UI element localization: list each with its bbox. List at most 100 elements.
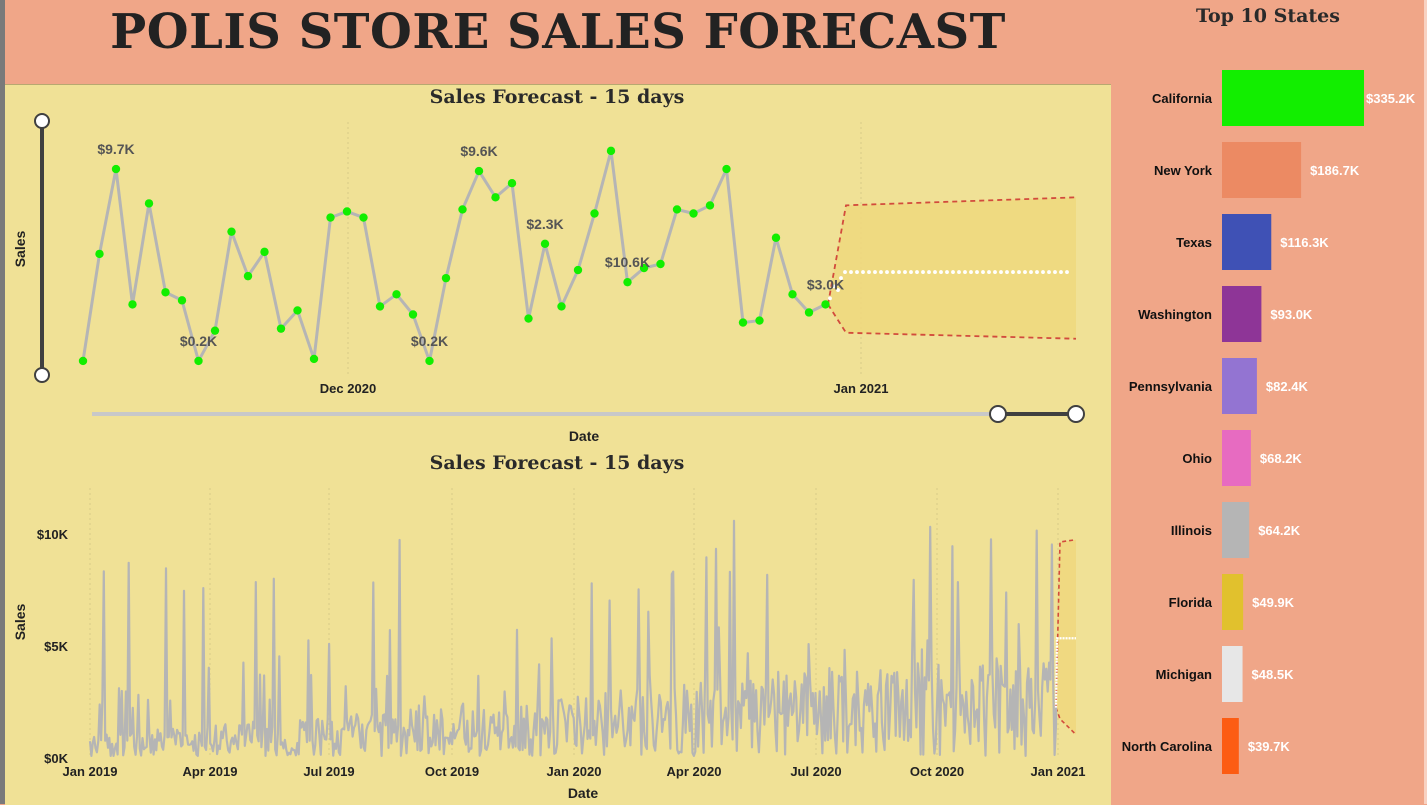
chart1-data-point — [771, 233, 781, 242]
chart2-y-tick-5k: $5K — [44, 639, 68, 654]
chart1-data-point — [639, 263, 649, 273]
state-label: Illinois — [1171, 523, 1212, 538]
chart2-series-line — [88, 519, 1058, 758]
left-edge — [0, 0, 5, 804]
chart1-x-tick-jan2021: Jan 2021 — [834, 381, 889, 396]
chart1-data-point — [441, 273, 451, 283]
chart1-data-point — [309, 354, 319, 364]
chart2-x-tick: Oct 2020 — [910, 764, 964, 779]
chart1-forecast-point — [939, 270, 943, 274]
header: POLIS STORE SALES FORECAST — [5, 0, 1111, 84]
panel-edge — [1424, 0, 1427, 804]
chart1-forecast-lower-bound — [827, 303, 1077, 340]
chart1-data-point — [689, 209, 698, 218]
chart1-forecast-point — [849, 270, 853, 274]
chart2-x-axis-label: Date — [568, 785, 599, 801]
state-value-label: $82.4K — [1266, 379, 1309, 394]
chart2-y-axis-label: Sales — [12, 603, 28, 640]
chart1: Sales Forecast - 15 days $9.7K $0.2K $9.6K… — [12, 86, 1085, 444]
chart1-data-point — [606, 146, 616, 156]
chart1-forecast-point — [855, 270, 859, 274]
chart1-title: Sales Forecast - 15 days — [430, 86, 685, 108]
x-zoom-handle-left[interactable] — [989, 405, 1007, 423]
state-label: North Carolina — [1122, 739, 1213, 754]
chart1-data-point — [111, 164, 121, 174]
chart1-forecast-point — [915, 270, 919, 274]
chart3: Top 10 States California $335.2K New York $… — [1122, 5, 1416, 774]
state-value-label: $93.0K — [1270, 307, 1313, 322]
chart1-forecast-point — [1059, 270, 1063, 274]
top-states-panel — [1112, 0, 1427, 804]
chart1-forecast-point — [1023, 270, 1027, 274]
chart2-x-tick: Jul 2019 — [303, 764, 354, 779]
state-value-label: $68.2K — [1260, 451, 1303, 466]
chart1-data-point — [342, 207, 352, 216]
chart1-forecast-point — [839, 276, 843, 280]
chart1-forecast-point — [1053, 270, 1057, 274]
chart1-data-point — [458, 205, 467, 214]
state-bar — [1222, 286, 1262, 342]
state-label: New York — [1154, 163, 1213, 178]
chart1-data-point — [293, 306, 302, 315]
chart1-forecast-point — [975, 270, 979, 274]
chart1-data-point — [359, 213, 368, 222]
chart1-forecast-point — [969, 270, 973, 274]
y-zoom-handle-top[interactable] — [34, 113, 50, 129]
state-bar — [1222, 502, 1250, 558]
state-value-label: $39.7K — [1248, 739, 1291, 754]
chart1-forecast-point — [891, 270, 895, 274]
chart1-forecast-point — [1035, 270, 1039, 274]
chart1-forecast-upper-bound — [827, 196, 1077, 305]
state-bar — [1222, 646, 1243, 702]
chart1-data-point — [755, 316, 764, 325]
state-bar — [1222, 574, 1244, 630]
chart1-data-point — [425, 356, 434, 366]
x-zoom-handle-right[interactable] — [1067, 405, 1085, 423]
chart1-data-label: $0.2K — [180, 333, 217, 349]
chart1-data-point — [656, 259, 665, 269]
chart1-forecast-point — [885, 270, 889, 274]
state-value-label: $186.7K — [1310, 163, 1360, 178]
chart1-forecast-point — [843, 270, 847, 274]
chart2-x-tick: Jan 2021 — [1031, 764, 1086, 779]
chart1-data-point — [194, 356, 203, 366]
chart1-forecast-point — [879, 270, 883, 274]
chart1-x-tick-dec2020: Dec 2020 — [320, 381, 376, 396]
chart1-data-point — [326, 213, 335, 222]
state-label: Florida — [1169, 595, 1213, 610]
chart2-forecast-upper-bound — [1055, 538, 1077, 708]
chart1-data-point — [177, 296, 187, 305]
chart1-forecast-point — [1029, 270, 1033, 274]
chart1-forecast-band — [828, 197, 1076, 339]
chart1-forecast-point — [963, 270, 967, 274]
chart1-data-point — [507, 179, 517, 188]
chart1-forecast-point — [832, 284, 836, 289]
chart1-forecast-point — [1011, 270, 1015, 274]
chart1-data-point — [590, 209, 599, 218]
chart1-data-point — [408, 310, 418, 319]
chart1-forecast-point — [1041, 270, 1045, 274]
chart1-data-point — [161, 288, 170, 297]
chart1-data-point — [78, 356, 88, 366]
chart1-data-point — [705, 201, 715, 210]
chart1-x-axis-label: Date — [569, 428, 600, 444]
state-label: Washington — [1138, 307, 1212, 322]
chart1-data-label: $0.2K — [411, 333, 448, 349]
chart1-data-point — [227, 227, 236, 236]
chart1-forecast-point — [1017, 270, 1021, 274]
chart2-y-tick-0k: $0K — [44, 751, 68, 766]
chart1-points — [78, 146, 830, 366]
chart1-forecast — [827, 196, 1077, 340]
chart2-x-tick: Jul 2020 — [790, 764, 841, 779]
chart1-forecast-point — [1065, 270, 1069, 274]
state-value-label: $64.2K — [1258, 523, 1301, 538]
chart1-data-label: $10.6K — [605, 254, 650, 270]
y-zoom-handle-bottom[interactable] — [34, 367, 50, 383]
chart1-data-point — [474, 166, 484, 176]
chart1-data-point — [672, 205, 682, 214]
chart1-forecast-point — [933, 270, 937, 274]
chart1-forecast-point — [945, 270, 949, 274]
state-label: California — [1152, 91, 1213, 106]
chart1-data-label: $9.6K — [460, 143, 497, 159]
